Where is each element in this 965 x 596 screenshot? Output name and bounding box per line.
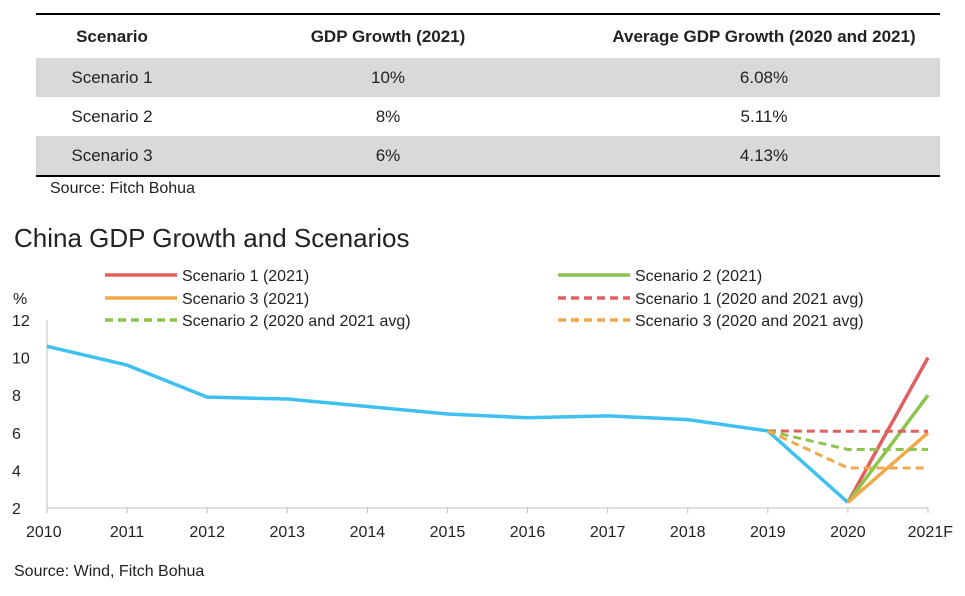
legend-label: Scenario 3 (2020 and 2021 avg) xyxy=(635,313,864,330)
table-cell: 10% xyxy=(188,58,588,97)
series-line-1 xyxy=(46,344,850,504)
series-line-7 xyxy=(767,429,928,470)
x-tick-label: 2013 xyxy=(269,524,305,541)
table-row: Scenario 2 8% 5.11% xyxy=(36,97,940,136)
table-row: Scenario 3 6% 4.13% xyxy=(36,136,940,176)
legend-label: Scenario 3 (2021) xyxy=(182,291,309,308)
chart-title: China GDP Growth and Scenarios xyxy=(14,223,410,253)
table-cell: 6.08% xyxy=(588,58,940,97)
header-average-gdp-growth: Average GDP Growth (2020 and 2021) xyxy=(612,26,916,46)
table-cell: Scenario 1 xyxy=(36,58,188,97)
x-tick-label: 2021F xyxy=(908,524,954,541)
x-tick-label: 2010 xyxy=(26,524,62,541)
y-tick-label: 10 xyxy=(12,351,30,368)
header-gdp-growth-2021: GDP Growth (2021) xyxy=(310,26,466,46)
table-cell: 5.11% xyxy=(740,106,788,126)
x-tick-label: 2015 xyxy=(430,524,466,541)
y-tick-label: 2 xyxy=(12,501,21,518)
legend-label: Scenario 1 (2020 and 2021 avg) xyxy=(635,291,864,308)
header-scenario: Scenario xyxy=(76,26,148,46)
legend-label: Scenario 2 (2021) xyxy=(635,268,762,285)
table-cell: 6% xyxy=(188,136,588,176)
x-tick-label: 2019 xyxy=(750,524,786,541)
x-tick-label: 2018 xyxy=(670,524,706,541)
x-tick-label: 2016 xyxy=(510,524,546,541)
x-tick-label: 2014 xyxy=(350,524,386,541)
chart-source-note: Source: Wind, Fitch Bohua xyxy=(14,563,205,580)
table-cell: Scenario 3 xyxy=(36,136,188,176)
table-cell: 4.13% xyxy=(588,136,940,176)
table-source-note: Source: Fitch Bohua xyxy=(50,180,195,197)
x-tick-label: 2017 xyxy=(590,524,626,541)
x-tick-label: 2020 xyxy=(830,524,866,541)
legend-label: Scenario 2 (2020 and 2021 avg) xyxy=(182,313,411,330)
y-tick-label: 12 xyxy=(12,313,30,330)
table-cell: 8% xyxy=(375,106,401,126)
scenario-table: Scenario GDP Growth (2021) Average GDP G… xyxy=(36,13,940,177)
y-tick-label: 6 xyxy=(12,426,21,443)
table-row: Scenario 1 10% 6.08% xyxy=(36,58,940,97)
legend-label: Scenario 1 (2021) xyxy=(182,268,309,285)
table-header-row: Scenario GDP Growth (2021) Average GDP G… xyxy=(36,14,940,58)
y-tick-label: 4 xyxy=(12,463,21,480)
table-cell: Scenario 2 xyxy=(71,106,153,126)
series-line-4 xyxy=(846,431,930,504)
y-axis-label: % xyxy=(13,291,27,308)
x-tick-label: 2011 xyxy=(110,524,145,541)
series-line-6 xyxy=(767,429,928,451)
x-tick-label: 2012 xyxy=(189,524,225,541)
y-tick-label: 8 xyxy=(12,388,21,405)
